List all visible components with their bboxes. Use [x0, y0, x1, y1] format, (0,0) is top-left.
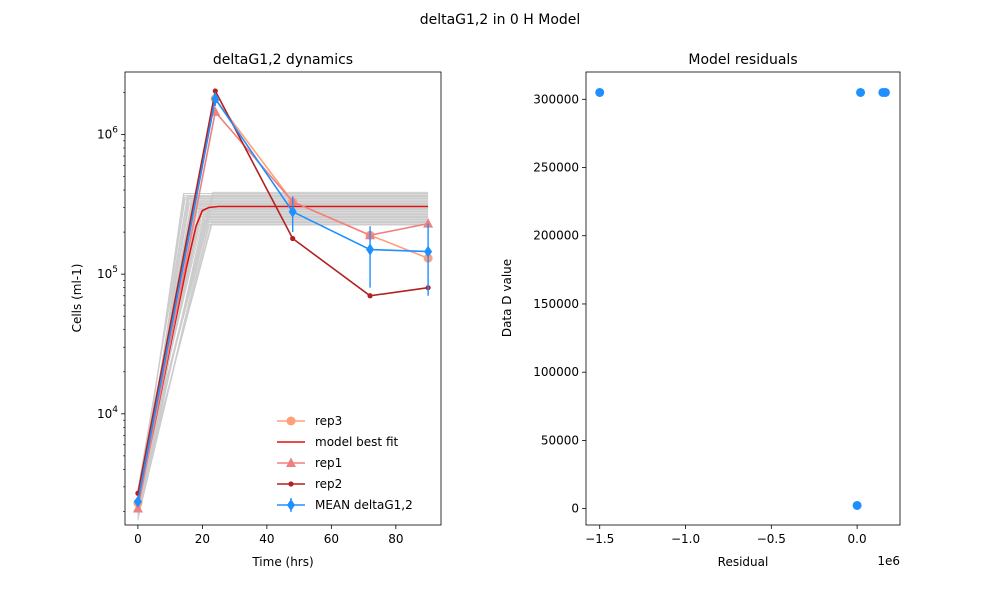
- legend-entry: rep1: [277, 456, 342, 470]
- data-point: [423, 218, 434, 228]
- y-tick-label: 106: [97, 125, 118, 141]
- y-tick-label: 50000: [541, 433, 579, 447]
- data-point: [212, 88, 218, 94]
- residuals-title: Model residuals: [688, 52, 797, 68]
- data-point: [211, 92, 220, 105]
- dynamics-x-ticks: 0 20 40 60 80: [134, 525, 403, 546]
- data-point: [366, 243, 375, 256]
- series-mean-deltag1-2: [133, 92, 433, 508]
- x-tick-label: −1.0: [671, 532, 700, 546]
- y-tick-label: 104: [97, 405, 118, 421]
- ensemble-line: [137, 198, 429, 499]
- legend-entry: rep3: [277, 414, 342, 428]
- dynamics-axes-frame: [124, 71, 442, 526]
- legend-marker: [286, 416, 296, 426]
- legend-label: model best fit: [315, 435, 399, 449]
- x-tick-label: 20: [195, 532, 210, 546]
- residuals-panel: −1.5 −1.0 −0.5 0.0 0 50000 100000 150000 200000…: [500, 52, 901, 569]
- data-point: [290, 235, 296, 242]
- residual-point: [856, 87, 866, 97]
- dynamics-legend: rep3 model best fit rep1 rep2 MEAN deltaG1,…: [277, 414, 413, 512]
- residuals-x-ticks: −1.5 −1.0 −0.5 0.0: [585, 525, 867, 546]
- residuals-y-label: Data D value: [500, 259, 514, 337]
- y-tick-label: 105: [97, 265, 118, 281]
- legend-marker: [288, 481, 294, 487]
- series-layer: [132, 88, 434, 513]
- residuals-axes-frame: [585, 71, 901, 526]
- x-tick-label: −1.5: [585, 532, 614, 546]
- x-tick-label: 80: [388, 532, 403, 546]
- data-point: [288, 205, 297, 218]
- x-tick-label: 0.0: [848, 532, 867, 546]
- legend-entry: rep2: [277, 477, 342, 491]
- data-point: [133, 495, 142, 508]
- dynamics-y-label: Cells (ml-1): [70, 264, 84, 333]
- residuals-y-ticks: 0 50000 100000 150000 200000 250000 300000: [533, 92, 586, 516]
- legend-label: MEAN deltaG1,2: [315, 498, 413, 512]
- x-tick-label: 40: [259, 532, 274, 546]
- y-tick-label: 300000: [533, 92, 579, 106]
- y-tick-label: 200000: [533, 229, 579, 243]
- legend-marker: [287, 499, 295, 511]
- dynamics-y-ticks: 104 105 106: [97, 92, 125, 512]
- y-tick-label: 100000: [533, 365, 579, 379]
- residual-point: [880, 87, 890, 97]
- ensemble-line: [137, 221, 429, 502]
- legend-entry: model best fit: [277, 435, 399, 449]
- x-tick-label: 60: [324, 532, 339, 546]
- ensemble-line: [137, 195, 429, 520]
- residual-points: [595, 87, 890, 510]
- x-tick-label: 0: [134, 532, 142, 546]
- legend-label: rep2: [315, 477, 342, 491]
- legend-label: rep3: [315, 414, 342, 428]
- residual-point: [852, 500, 862, 510]
- y-tick-label: 150000: [533, 297, 579, 311]
- legend-marker: [286, 457, 296, 467]
- dynamics-panel: 0 20 40 60 80 104 105 106 deltaG1,2 dynamics T…: [70, 52, 442, 569]
- data-point: [424, 245, 433, 258]
- residual-point: [595, 87, 605, 97]
- dynamics-x-label: Time (hrs): [251, 555, 313, 569]
- data-point: [367, 293, 373, 299]
- y-tick-label: 0: [571, 502, 579, 516]
- figure-title: deltaG1,2 in 0 H Model: [420, 12, 581, 28]
- residuals-x-label: Residual: [718, 555, 769, 569]
- y-tick-label: 250000: [533, 161, 579, 175]
- x-tick-label: −0.5: [757, 532, 786, 546]
- legend-label: rep1: [315, 456, 342, 470]
- ensemble-line: [137, 197, 429, 490]
- data-point: [132, 503, 143, 513]
- residuals-x-offset-label: 1e6: [877, 554, 900, 568]
- legend-entry: MEAN deltaG1,2: [277, 498, 413, 512]
- residuals-plot-area: [586, 72, 900, 525]
- dynamics-title: deltaG1,2 dynamics: [213, 52, 353, 68]
